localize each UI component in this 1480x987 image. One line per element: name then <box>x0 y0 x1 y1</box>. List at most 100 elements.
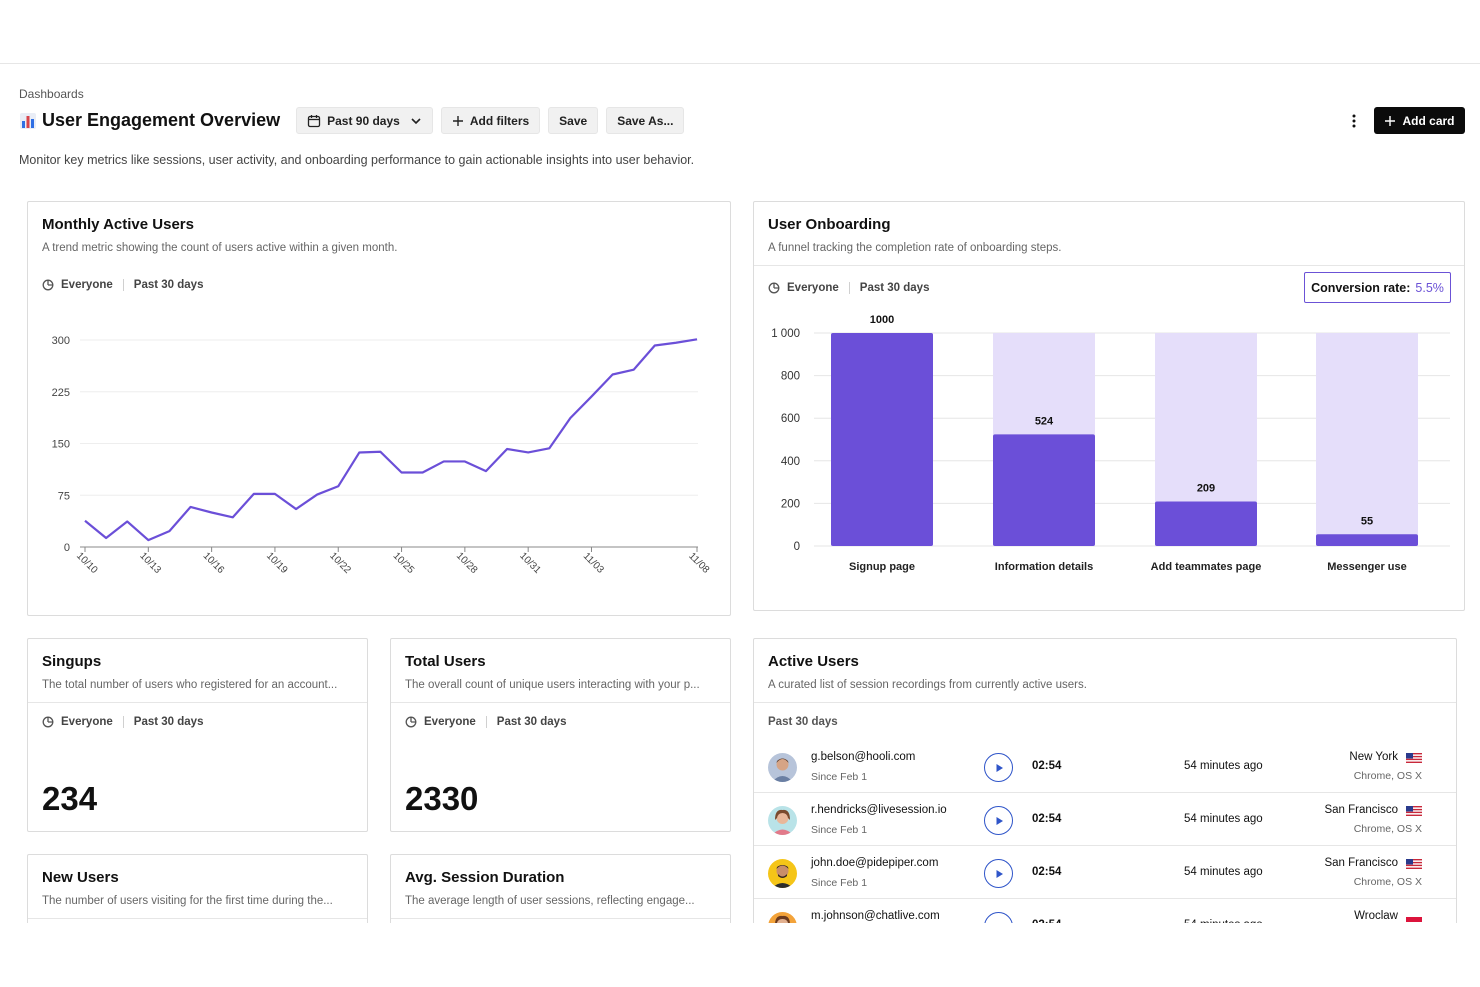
bar-value-label: 524 <box>1035 415 1054 427</box>
funnel-background-bar <box>1316 333 1418 546</box>
card-filters[interactable]: Everyone Past 30 days <box>42 279 203 291</box>
funnel-bar <box>993 434 1095 546</box>
session-row[interactable]: g.belson@hooli.com Since Feb 1 02:54 54 … <box>754 740 1456 793</box>
user-city: San Francisco <box>1324 857 1398 869</box>
new-users-card: New Users The number of users visiting f… <box>27 854 368 934</box>
mau-line-chart: 0 75 150 225 300 10/10 10/13 10/16 10/19 10/22 10/… <box>52 335 712 576</box>
funnel-bar <box>1316 534 1418 546</box>
y-tick-label: 75 <box>58 490 70 502</box>
card-title: Avg. Session Duration <box>405 869 565 886</box>
user-city: San Francisco <box>1324 804 1398 816</box>
y-tick-label: 1 000 <box>771 328 800 340</box>
card-title: User Onboarding <box>768 216 891 233</box>
us-flag-icon <box>1406 859 1422 869</box>
user-email[interactable]: m.johnson@chatlive.com <box>811 910 940 922</box>
conversion-rate-badge: Conversion rate: 5.5% <box>1304 272 1451 303</box>
breadcrumb[interactable]: Dashboards <box>19 87 84 101</box>
period-label: Past 30 days <box>496 716 567 728</box>
period-label: Past 30 days <box>133 279 204 291</box>
play-icon <box>996 816 1003 825</box>
card-title: Singups <box>42 653 102 670</box>
segment-pie-icon <box>405 716 417 728</box>
onboarding-card: User Onboarding A funnel tracking the co… <box>753 201 1465 611</box>
play-icon <box>996 869 1003 878</box>
card-subtitle: A funnel tracking the completion rate of… <box>768 242 1062 254</box>
card-filters[interactable]: Everyone Past 30 days <box>768 282 929 294</box>
y-tick-label: 400 <box>781 456 800 468</box>
save-label: Save <box>559 113 588 128</box>
user-since: Since Feb 1 <box>811 771 868 783</box>
user-since: Since Feb 1 <box>811 877 868 889</box>
x-tick-label: 11/08 <box>686 551 711 576</box>
plus-icon <box>452 115 463 126</box>
card-filters[interactable]: Everyone Past 30 days <box>405 716 566 728</box>
play-recording-button[interactable] <box>984 753 1013 782</box>
card-filters[interactable]: Everyone Past 30 days <box>42 716 203 728</box>
play-recording-button[interactable] <box>984 806 1013 835</box>
category-label: Information details <box>995 561 1093 573</box>
category-label: Signup page <box>849 561 915 573</box>
date-range-dropdown[interactable]: Past 90 days <box>296 107 433 134</box>
session-row[interactable]: r.hendricks@livesession.io Since Feb 1 0… <box>754 793 1456 846</box>
avatar <box>768 859 797 888</box>
save-as-label: Save As... <box>617 113 674 128</box>
card-subtitle: A curated list of session recordings fro… <box>768 679 1087 691</box>
metric-value: 2330 <box>405 780 479 817</box>
bar-value-label: 209 <box>1197 482 1215 494</box>
bar-value-label: 55 <box>1361 515 1373 527</box>
session-row[interactable]: john.doe@pidepiper.com Since Feb 1 02:54… <box>754 846 1456 899</box>
add-filters-label: Add filters <box>469 113 530 128</box>
segment-label: Everyone <box>787 282 839 294</box>
poland-flag-icon <box>1406 912 1422 922</box>
y-tick-label: 0 <box>64 542 70 554</box>
play-recording-button[interactable] <box>984 859 1013 888</box>
session-duration: 02:54 <box>1032 813 1062 825</box>
add-card-button[interactable]: Add card <box>1374 107 1465 134</box>
us-flag-icon <box>1406 806 1422 816</box>
conversion-rate-value: 5.5% <box>1415 280 1444 295</box>
category-label: Add teammates page <box>1151 561 1262 573</box>
x-tick-label: 10/25 <box>391 550 417 576</box>
x-tick-label: 10/31 <box>517 550 543 576</box>
mau-card: Monthly Active Users A trend metric show… <box>27 201 731 616</box>
card-title: Monthly Active Users <box>42 216 194 233</box>
avatar <box>768 806 797 835</box>
session-duration: 02:54 <box>1032 866 1062 878</box>
add-filters-button[interactable]: Add filters <box>440 107 541 134</box>
period-label: Past 30 days <box>859 282 930 294</box>
user-email[interactable]: john.doe@pidepiper.com <box>811 857 939 869</box>
x-tick-label: 10/13 <box>137 550 163 576</box>
user-device: Chrome, OS X <box>1353 876 1422 888</box>
save-button[interactable]: Save <box>548 107 599 134</box>
chevron-down-icon <box>411 117 421 124</box>
more-options-icon[interactable] <box>1345 111 1363 131</box>
card-subtitle: The number of users visiting for the fir… <box>42 895 333 907</box>
segment-pie-icon <box>42 716 54 728</box>
user-email[interactable]: g.belson@hooli.com <box>811 751 916 763</box>
page-description: Monitor key metrics like sessions, user … <box>19 153 695 167</box>
play-icon <box>996 763 1003 772</box>
row-divider <box>754 792 1456 793</box>
user-email[interactable]: r.hendricks@livesession.io <box>811 804 947 816</box>
filter-separator <box>485 716 487 728</box>
user-since: Since Feb 1 <box>811 824 868 836</box>
avatar <box>768 753 797 782</box>
card-divider <box>391 702 730 703</box>
card-divider <box>28 918 367 919</box>
x-tick-label: 10/28 <box>454 550 480 576</box>
funnel-bar <box>831 333 933 546</box>
card-divider <box>754 702 1456 703</box>
filter-separator <box>122 279 124 291</box>
save-as-button[interactable]: Save As... <box>606 107 685 134</box>
active-users-card: Active Users A curated list of session r… <box>753 638 1457 934</box>
total-users-card: Total Users The overall count of unique … <box>390 638 731 832</box>
y-tick-label: 150 <box>52 439 70 451</box>
x-tick-label: 10/10 <box>74 550 100 576</box>
bottom-fade <box>0 923 1480 987</box>
x-tick-label: 11/03 <box>581 551 606 576</box>
card-title: New Users <box>42 869 119 886</box>
row-divider <box>754 898 1456 899</box>
session-time-ago: 54 minutes ago <box>1184 813 1263 825</box>
card-divider <box>391 918 730 919</box>
